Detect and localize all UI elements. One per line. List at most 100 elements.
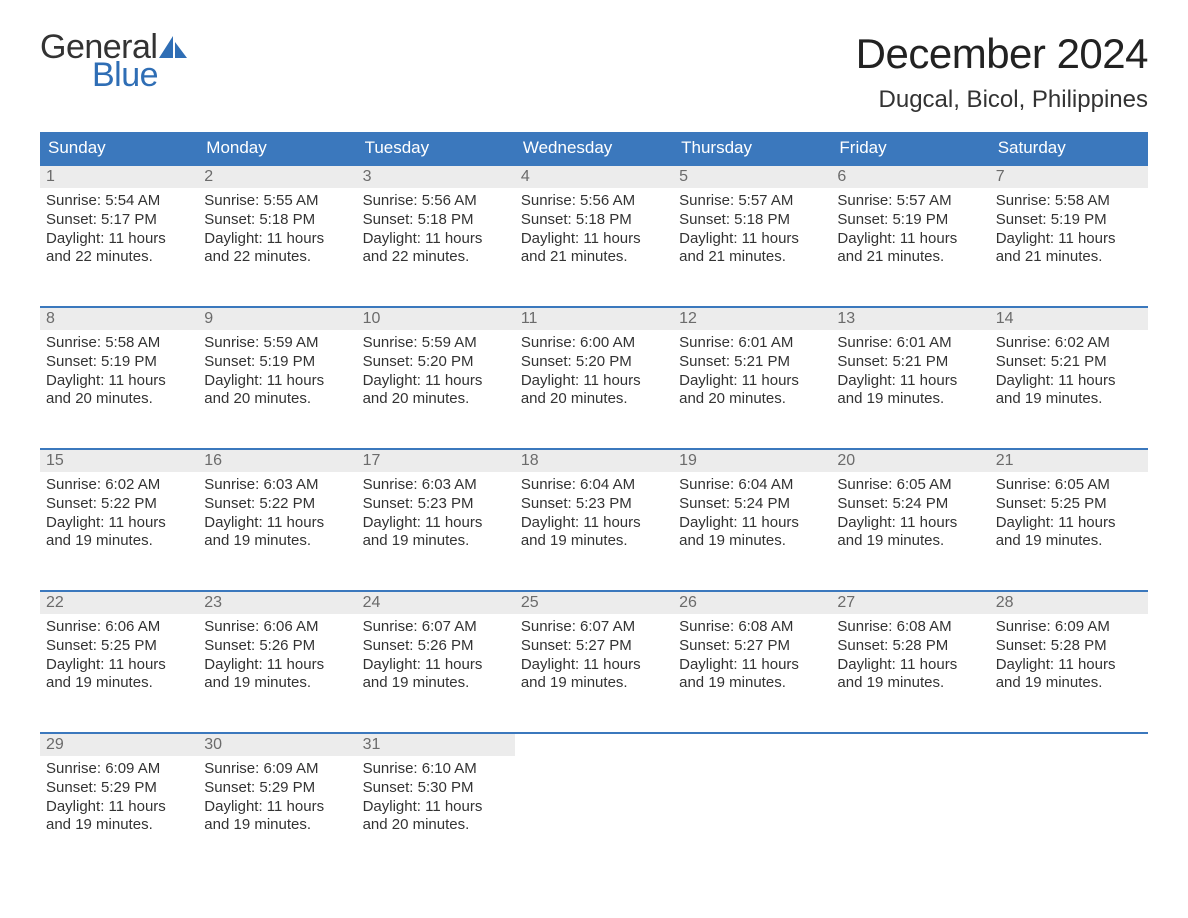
day-cell: 15Sunrise: 6:02 AMSunset: 5:22 PMDayligh… [40,450,198,568]
day-cell: 3Sunrise: 5:56 AMSunset: 5:18 PMDaylight… [357,166,515,284]
day-number: 19 [673,450,831,472]
day-number: 15 [40,450,198,472]
day-number: 7 [990,166,1148,188]
day-cell: 14Sunrise: 6:02 AMSunset: 5:21 PMDayligh… [990,308,1148,426]
week-row: 8Sunrise: 5:58 AMSunset: 5:19 PMDaylight… [40,306,1148,426]
day-cell: 11Sunrise: 6:00 AMSunset: 5:20 PMDayligh… [515,308,673,426]
day-number: 26 [673,592,831,614]
day-details: Sunrise: 5:55 AMSunset: 5:18 PMDaylight:… [198,188,356,273]
day-details: Sunrise: 5:56 AMSunset: 5:18 PMDaylight:… [357,188,515,273]
day-details: Sunrise: 6:02 AMSunset: 5:21 PMDaylight:… [990,330,1148,415]
day-cell [990,734,1148,852]
day-cell: 26Sunrise: 6:08 AMSunset: 5:27 PMDayligh… [673,592,831,710]
day-cell: 10Sunrise: 5:59 AMSunset: 5:20 PMDayligh… [357,308,515,426]
day-cell: 12Sunrise: 6:01 AMSunset: 5:21 PMDayligh… [673,308,831,426]
day-cell: 9Sunrise: 5:59 AMSunset: 5:19 PMDaylight… [198,308,356,426]
day-cell: 4Sunrise: 5:56 AMSunset: 5:18 PMDaylight… [515,166,673,284]
day-number: 28 [990,592,1148,614]
day-details: Sunrise: 5:56 AMSunset: 5:18 PMDaylight:… [515,188,673,273]
day-cell: 23Sunrise: 6:06 AMSunset: 5:26 PMDayligh… [198,592,356,710]
day-cell: 18Sunrise: 6:04 AMSunset: 5:23 PMDayligh… [515,450,673,568]
day-cell: 6Sunrise: 5:57 AMSunset: 5:19 PMDaylight… [831,166,989,284]
day-cell: 2Sunrise: 5:55 AMSunset: 5:18 PMDaylight… [198,166,356,284]
day-cell: 13Sunrise: 6:01 AMSunset: 5:21 PMDayligh… [831,308,989,426]
day-header-row: SundayMondayTuesdayWednesdayThursdayFrid… [40,132,1148,164]
day-details: Sunrise: 5:59 AMSunset: 5:20 PMDaylight:… [357,330,515,415]
day-number: 25 [515,592,673,614]
day-cell: 28Sunrise: 6:09 AMSunset: 5:28 PMDayligh… [990,592,1148,710]
day-number: 11 [515,308,673,330]
week-row: 15Sunrise: 6:02 AMSunset: 5:22 PMDayligh… [40,448,1148,568]
day-details: Sunrise: 6:06 AMSunset: 5:25 PMDaylight:… [40,614,198,699]
header: General Blue December 2024 Dugcal, Bicol… [40,30,1148,114]
week-row: 29Sunrise: 6:09 AMSunset: 5:29 PMDayligh… [40,732,1148,852]
day-cell: 8Sunrise: 5:58 AMSunset: 5:19 PMDaylight… [40,308,198,426]
day-details: Sunrise: 6:04 AMSunset: 5:23 PMDaylight:… [515,472,673,557]
day-cell: 17Sunrise: 6:03 AMSunset: 5:23 PMDayligh… [357,450,515,568]
day-number: 10 [357,308,515,330]
day-details: Sunrise: 6:07 AMSunset: 5:27 PMDaylight:… [515,614,673,699]
day-cell [831,734,989,852]
day-number: 3 [357,166,515,188]
day-header-monday: Monday [198,132,356,164]
title-block: December 2024 Dugcal, Bicol, Philippines [856,30,1148,114]
day-number: 14 [990,308,1148,330]
day-header-saturday: Saturday [990,132,1148,164]
day-details: Sunrise: 5:54 AMSunset: 5:17 PMDaylight:… [40,188,198,273]
day-details: Sunrise: 6:01 AMSunset: 5:21 PMDaylight:… [673,330,831,415]
day-cell: 21Sunrise: 6:05 AMSunset: 5:25 PMDayligh… [990,450,1148,568]
day-number: 27 [831,592,989,614]
day-details: Sunrise: 6:00 AMSunset: 5:20 PMDaylight:… [515,330,673,415]
day-details: Sunrise: 6:06 AMSunset: 5:26 PMDaylight:… [198,614,356,699]
day-details: Sunrise: 6:07 AMSunset: 5:26 PMDaylight:… [357,614,515,699]
day-details: Sunrise: 6:08 AMSunset: 5:27 PMDaylight:… [673,614,831,699]
day-number: 17 [357,450,515,472]
calendar: SundayMondayTuesdayWednesdayThursdayFrid… [40,132,1148,852]
day-cell: 27Sunrise: 6:08 AMSunset: 5:28 PMDayligh… [831,592,989,710]
day-number: 29 [40,734,198,756]
day-details: Sunrise: 5:57 AMSunset: 5:18 PMDaylight:… [673,188,831,273]
day-cell: 7Sunrise: 5:58 AMSunset: 5:19 PMDaylight… [990,166,1148,284]
day-details: Sunrise: 6:02 AMSunset: 5:22 PMDaylight:… [40,472,198,557]
day-header-sunday: Sunday [40,132,198,164]
day-number: 8 [40,308,198,330]
day-cell: 22Sunrise: 6:06 AMSunset: 5:25 PMDayligh… [40,592,198,710]
day-details: Sunrise: 6:01 AMSunset: 5:21 PMDaylight:… [831,330,989,415]
day-number: 9 [198,308,356,330]
day-details: Sunrise: 5:58 AMSunset: 5:19 PMDaylight:… [40,330,198,415]
day-details: Sunrise: 6:09 AMSunset: 5:28 PMDaylight:… [990,614,1148,699]
day-number: 5 [673,166,831,188]
day-cell: 1Sunrise: 5:54 AMSunset: 5:17 PMDaylight… [40,166,198,284]
day-number: 18 [515,450,673,472]
day-number: 4 [515,166,673,188]
day-number: 12 [673,308,831,330]
logo: General Blue [40,30,187,92]
day-details: Sunrise: 6:08 AMSunset: 5:28 PMDaylight:… [831,614,989,699]
day-number: 2 [198,166,356,188]
day-cell: 19Sunrise: 6:04 AMSunset: 5:24 PMDayligh… [673,450,831,568]
day-details: Sunrise: 6:10 AMSunset: 5:30 PMDaylight:… [357,756,515,841]
day-header-wednesday: Wednesday [515,132,673,164]
day-number: 6 [831,166,989,188]
day-number: 21 [990,450,1148,472]
day-cell: 16Sunrise: 6:03 AMSunset: 5:22 PMDayligh… [198,450,356,568]
day-cell [515,734,673,852]
week-row: 22Sunrise: 6:06 AMSunset: 5:25 PMDayligh… [40,590,1148,710]
logo-text-blue: Blue [92,58,187,92]
day-number: 20 [831,450,989,472]
day-details: Sunrise: 6:03 AMSunset: 5:22 PMDaylight:… [198,472,356,557]
month-title: December 2024 [856,30,1148,78]
day-cell: 25Sunrise: 6:07 AMSunset: 5:27 PMDayligh… [515,592,673,710]
day-header-thursday: Thursday [673,132,831,164]
day-cell [673,734,831,852]
day-details: Sunrise: 5:58 AMSunset: 5:19 PMDaylight:… [990,188,1148,273]
day-cell: 31Sunrise: 6:10 AMSunset: 5:30 PMDayligh… [357,734,515,852]
day-cell: 30Sunrise: 6:09 AMSunset: 5:29 PMDayligh… [198,734,356,852]
week-row: 1Sunrise: 5:54 AMSunset: 5:17 PMDaylight… [40,164,1148,284]
day-number: 24 [357,592,515,614]
day-cell: 29Sunrise: 6:09 AMSunset: 5:29 PMDayligh… [40,734,198,852]
day-details: Sunrise: 6:05 AMSunset: 5:25 PMDaylight:… [990,472,1148,557]
day-number: 13 [831,308,989,330]
day-header-friday: Friday [831,132,989,164]
day-details: Sunrise: 6:09 AMSunset: 5:29 PMDaylight:… [40,756,198,841]
